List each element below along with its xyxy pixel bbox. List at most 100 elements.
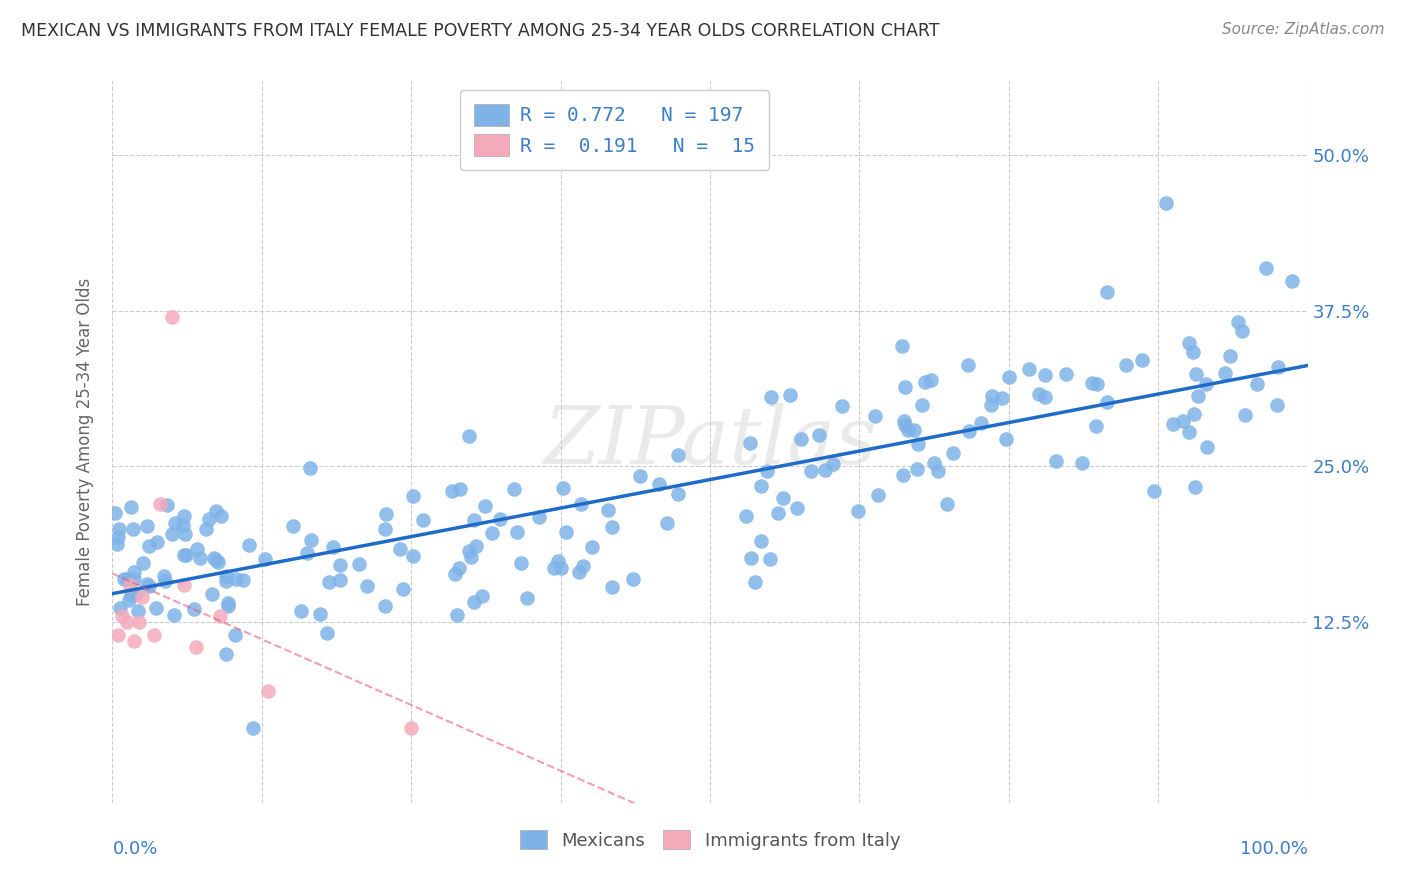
Point	[318, 575, 340, 590]
Point	[449, 483, 471, 497]
Point	[550, 561, 572, 575]
Point	[153, 569, 176, 583]
Point	[666, 486, 689, 500]
Point	[281, 518, 304, 533]
Point	[374, 507, 396, 521]
Point	[209, 609, 232, 624]
Point	[602, 520, 624, 534]
Point	[471, 589, 494, 603]
Point	[831, 399, 853, 413]
Point	[596, 503, 619, 517]
Point	[401, 721, 423, 735]
Point	[174, 527, 197, 541]
Point	[1097, 285, 1119, 300]
Point	[1185, 367, 1208, 381]
Point	[392, 582, 415, 596]
Point	[209, 509, 232, 524]
Point	[1233, 408, 1256, 422]
Point	[202, 550, 225, 565]
Point	[136, 577, 159, 591]
Point	[160, 527, 183, 541]
Point	[846, 504, 869, 518]
Point	[115, 573, 138, 587]
Point	[1115, 358, 1137, 372]
Point	[957, 424, 980, 438]
Point	[891, 467, 914, 482]
Point	[1256, 260, 1278, 275]
Point	[547, 554, 569, 568]
Point	[120, 578, 142, 592]
Point	[907, 436, 929, 450]
Point	[814, 463, 837, 477]
Text: Source: ZipAtlas.com: Source: ZipAtlas.com	[1222, 22, 1385, 37]
Point	[1085, 377, 1108, 392]
Point	[1095, 395, 1118, 409]
Point	[232, 573, 254, 587]
Point	[1184, 480, 1206, 494]
Point	[1178, 336, 1201, 351]
Point	[131, 591, 153, 605]
Point	[172, 517, 194, 532]
Point	[356, 579, 378, 593]
Point	[572, 559, 595, 574]
Point	[138, 539, 160, 553]
Point	[1195, 377, 1218, 392]
Point	[1143, 483, 1166, 498]
Point	[215, 574, 238, 588]
Point	[463, 513, 485, 527]
Point	[441, 483, 464, 498]
Point	[186, 541, 208, 556]
Legend: Mexicans, Immigrants from Italy: Mexicans, Immigrants from Italy	[510, 822, 910, 859]
Point	[997, 370, 1019, 384]
Point	[443, 566, 465, 581]
Point	[1178, 425, 1201, 439]
Point	[602, 580, 624, 594]
Point	[800, 464, 823, 478]
Point	[446, 608, 468, 623]
Point	[121, 523, 143, 537]
Point	[122, 633, 145, 648]
Point	[807, 428, 830, 442]
Point	[970, 417, 993, 431]
Point	[463, 595, 485, 609]
Point	[942, 445, 965, 459]
Point	[165, 516, 187, 530]
Point	[543, 560, 565, 574]
Point	[217, 596, 239, 610]
Point	[1182, 345, 1205, 359]
Point	[242, 721, 264, 735]
Point	[991, 392, 1014, 406]
Point	[790, 433, 813, 447]
Point	[308, 607, 330, 621]
Point	[744, 575, 766, 590]
Point	[465, 539, 488, 553]
Point	[481, 526, 503, 541]
Point	[1227, 316, 1250, 330]
Point	[253, 552, 276, 566]
Point	[143, 627, 166, 641]
Point	[120, 588, 142, 602]
Point	[112, 572, 135, 586]
Point	[1195, 440, 1218, 454]
Point	[1161, 417, 1184, 431]
Point	[1184, 407, 1206, 421]
Point	[458, 428, 481, 442]
Point	[1173, 414, 1195, 428]
Point	[124, 566, 146, 580]
Point	[893, 414, 915, 428]
Point	[388, 542, 411, 557]
Point	[956, 358, 979, 372]
Point	[108, 522, 131, 536]
Point	[329, 558, 352, 573]
Point	[163, 608, 186, 623]
Point	[374, 599, 396, 613]
Point	[527, 510, 550, 524]
Point	[1045, 454, 1067, 468]
Point	[1265, 398, 1288, 412]
Point	[207, 556, 229, 570]
Point	[174, 548, 197, 562]
Point	[460, 550, 482, 565]
Point	[922, 456, 945, 470]
Point	[201, 587, 224, 601]
Point	[1267, 360, 1289, 375]
